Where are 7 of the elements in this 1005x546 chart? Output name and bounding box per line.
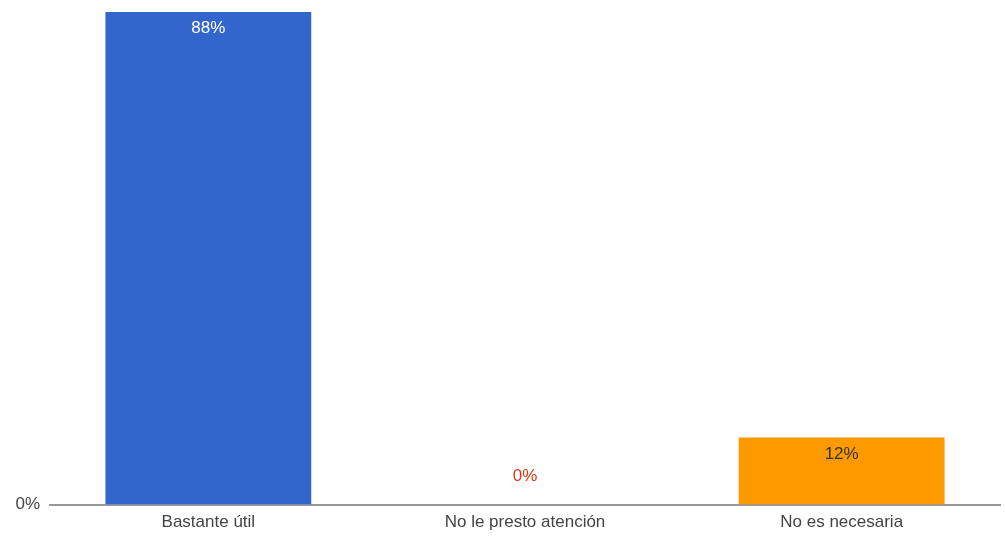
text: 0%	[15, 494, 40, 514]
x-tick-label: Bastante útil	[161, 512, 256, 532]
x-tick-label: No es necesaria	[780, 512, 904, 532]
x-tick-label: No le presto atención	[444, 512, 606, 532]
data-label: 12%	[824, 443, 859, 463]
data-label: 88%	[191, 18, 226, 38]
data-label: 0%	[512, 465, 538, 485]
